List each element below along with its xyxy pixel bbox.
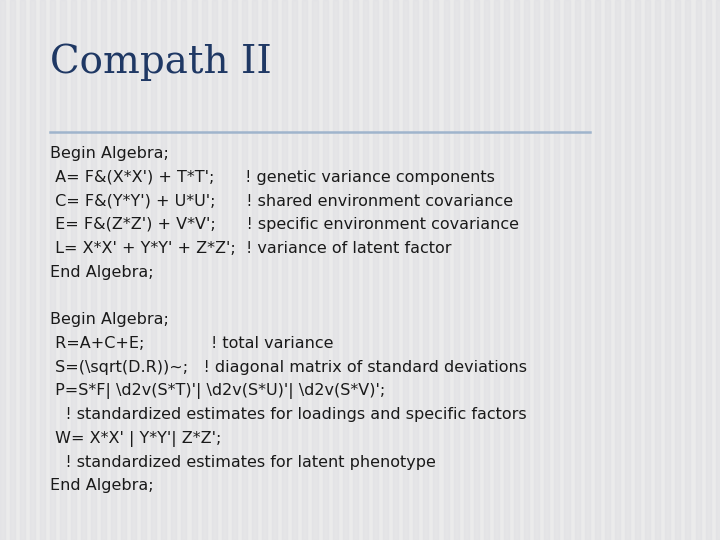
Bar xyxy=(696,0,701,540)
Bar xyxy=(564,0,570,540)
Text: S=(\sqrt(D.R))~;   ! diagonal matrix of standard deviations: S=(\sqrt(D.R))~; ! diagonal matrix of st… xyxy=(50,360,527,375)
Bar xyxy=(585,0,590,540)
Bar xyxy=(383,0,388,540)
Bar xyxy=(312,0,318,540)
Bar xyxy=(81,0,86,540)
Bar xyxy=(494,0,499,540)
Bar xyxy=(121,0,126,540)
Bar xyxy=(534,0,539,540)
Bar xyxy=(101,0,106,540)
Bar xyxy=(423,0,428,540)
Bar xyxy=(272,0,277,540)
Bar xyxy=(444,0,449,540)
Bar xyxy=(181,0,186,540)
Bar xyxy=(524,0,529,540)
Bar xyxy=(373,0,378,540)
Bar xyxy=(323,0,328,540)
Bar xyxy=(30,0,35,540)
Bar xyxy=(575,0,580,540)
Bar xyxy=(474,0,479,540)
Text: E= F&(Z*Z') + V*V';      ! specific environment covariance: E= F&(Z*Z') + V*V'; ! specific environme… xyxy=(50,217,519,232)
Bar xyxy=(353,0,358,540)
Bar xyxy=(282,0,287,540)
Bar xyxy=(171,0,176,540)
Text: Begin Algebra;: Begin Algebra; xyxy=(50,312,169,327)
Bar xyxy=(131,0,136,540)
Bar xyxy=(151,0,156,540)
Bar xyxy=(675,0,680,540)
Bar xyxy=(20,0,25,540)
Bar xyxy=(50,0,55,540)
Bar xyxy=(10,0,15,540)
Text: C= F&(Y*Y') + U*U';      ! shared environment covariance: C= F&(Y*Y') + U*U'; ! shared environment… xyxy=(50,193,513,208)
Bar xyxy=(605,0,610,540)
Bar xyxy=(242,0,247,540)
Bar xyxy=(403,0,408,540)
Text: P=S*F| \d2v(S*T)'| \d2v(S*U)'| \d2v(S*V)';: P=S*F| \d2v(S*T)'| \d2v(S*U)'| \d2v(S*V)… xyxy=(50,383,386,400)
Bar xyxy=(192,0,197,540)
Bar xyxy=(252,0,257,540)
Bar xyxy=(0,0,5,540)
Bar xyxy=(595,0,600,540)
Text: A= F&(X*X') + T*T';      ! genetic variance components: A= F&(X*X') + T*T'; ! genetic variance c… xyxy=(50,170,495,185)
Bar xyxy=(343,0,348,540)
Bar xyxy=(161,0,166,540)
Bar xyxy=(232,0,237,540)
Text: Compath II: Compath II xyxy=(50,43,272,80)
Bar xyxy=(484,0,489,540)
Bar xyxy=(60,0,66,540)
Text: End Algebra;: End Algebra; xyxy=(50,478,154,494)
Bar xyxy=(625,0,630,540)
Bar xyxy=(514,0,519,540)
Text: End Algebra;: End Algebra; xyxy=(50,265,154,280)
Bar xyxy=(111,0,116,540)
Text: W= X*X' | Y*Y'| Z*Z';: W= X*X' | Y*Y'| Z*Z'; xyxy=(50,431,222,447)
Bar xyxy=(91,0,96,540)
Bar xyxy=(645,0,650,540)
Bar xyxy=(413,0,418,540)
Text: ! standardized estimates for latent phenotype: ! standardized estimates for latent phen… xyxy=(50,455,436,470)
Bar xyxy=(333,0,338,540)
Bar xyxy=(363,0,368,540)
Bar xyxy=(40,0,45,540)
Bar xyxy=(212,0,217,540)
Text: L= X*X' + Y*Y' + Z*Z';  ! variance of latent factor: L= X*X' + Y*Y' + Z*Z'; ! variance of lat… xyxy=(50,241,452,256)
Bar xyxy=(141,0,146,540)
Text: ! standardized estimates for loadings and specific factors: ! standardized estimates for loadings an… xyxy=(50,407,527,422)
Bar xyxy=(544,0,549,540)
Bar xyxy=(302,0,307,540)
Bar xyxy=(504,0,509,540)
Bar xyxy=(202,0,207,540)
Bar xyxy=(615,0,620,540)
Bar xyxy=(554,0,559,540)
Bar xyxy=(454,0,459,540)
Bar xyxy=(635,0,640,540)
Bar xyxy=(706,0,711,540)
Bar xyxy=(71,0,76,540)
Bar xyxy=(222,0,227,540)
Text: Begin Algebra;: Begin Algebra; xyxy=(50,146,169,161)
Bar xyxy=(464,0,469,540)
Bar xyxy=(292,0,297,540)
Bar xyxy=(433,0,438,540)
Bar xyxy=(655,0,660,540)
Text: R=A+C+E;             ! total variance: R=A+C+E; ! total variance xyxy=(50,336,334,351)
Bar xyxy=(716,0,720,540)
Bar xyxy=(665,0,670,540)
Bar xyxy=(262,0,267,540)
Bar xyxy=(685,0,690,540)
Bar xyxy=(393,0,398,540)
